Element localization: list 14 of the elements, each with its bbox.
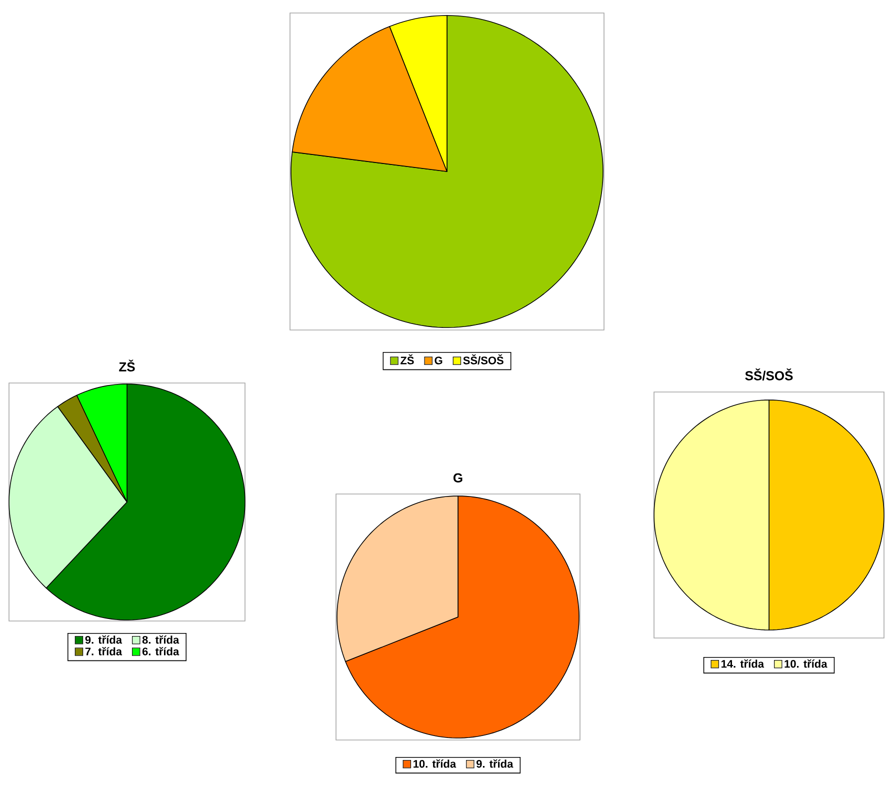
legend-label: SŠ/SOŠ: [463, 354, 504, 364]
legend-label: ZŠ: [400, 354, 414, 364]
legend-label: 14. třída: [721, 659, 764, 668]
legend-label: 7. třída: [85, 647, 122, 656]
chart-title: G: [453, 473, 462, 482]
legend-label: 9. třída: [85, 635, 122, 644]
legend-label: 6. třída: [142, 647, 180, 656]
chart-title: ZŠ: [119, 360, 135, 372]
legend-label: 10. třída: [414, 759, 456, 768]
legend-label: 8. třída: [142, 635, 180, 644]
legend-label: 10. třída: [784, 659, 828, 668]
legend-label: G: [434, 356, 442, 364]
chart-title: SŠ/SOŠ: [745, 368, 793, 380]
legend-label: 9. třída: [476, 759, 514, 768]
